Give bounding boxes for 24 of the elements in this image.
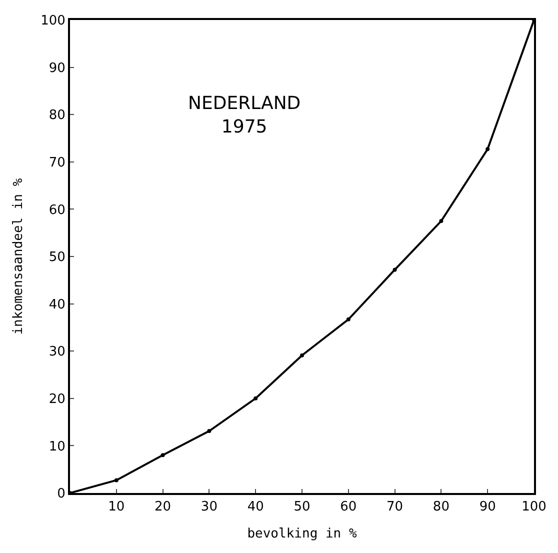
y-tick-label: 60 — [48, 202, 66, 218]
x-tick-label: 100 — [522, 500, 546, 515]
x-tick-label: 40 — [247, 500, 264, 515]
y-tick-label: 0 — [57, 486, 66, 502]
x-tick-label: 30 — [200, 500, 218, 515]
x-tick-label: 80 — [432, 500, 450, 515]
x-tick-label: 20 — [154, 500, 172, 515]
y-tick-label: 30 — [48, 344, 66, 360]
y-tick-label: 40 — [48, 297, 66, 312]
x-tick-label: 50 — [294, 500, 310, 515]
x-tick-label: 90 — [479, 500, 496, 515]
y-axis-title: inkomensaandeel in % — [11, 178, 26, 335]
x-tick-label: 60 — [340, 500, 357, 515]
y-tick-label: 80 — [48, 108, 66, 124]
x-tick-label: 70 — [386, 500, 404, 515]
y-tick-label: 10 — [48, 439, 66, 454]
text: NEDERLAND 1975 — [188, 93, 301, 138]
y-tick-label: 90 — [48, 60, 66, 76]
y-tick-label: 70 — [48, 155, 66, 170]
x-axis-title: bevolking in % — [247, 526, 357, 542]
x-tick-label: 10 — [108, 500, 125, 515]
y-tick-label: 20 — [48, 392, 66, 407]
y-tick-label: 100 — [40, 14, 66, 29]
y-tick-label: 50 — [48, 250, 66, 266]
